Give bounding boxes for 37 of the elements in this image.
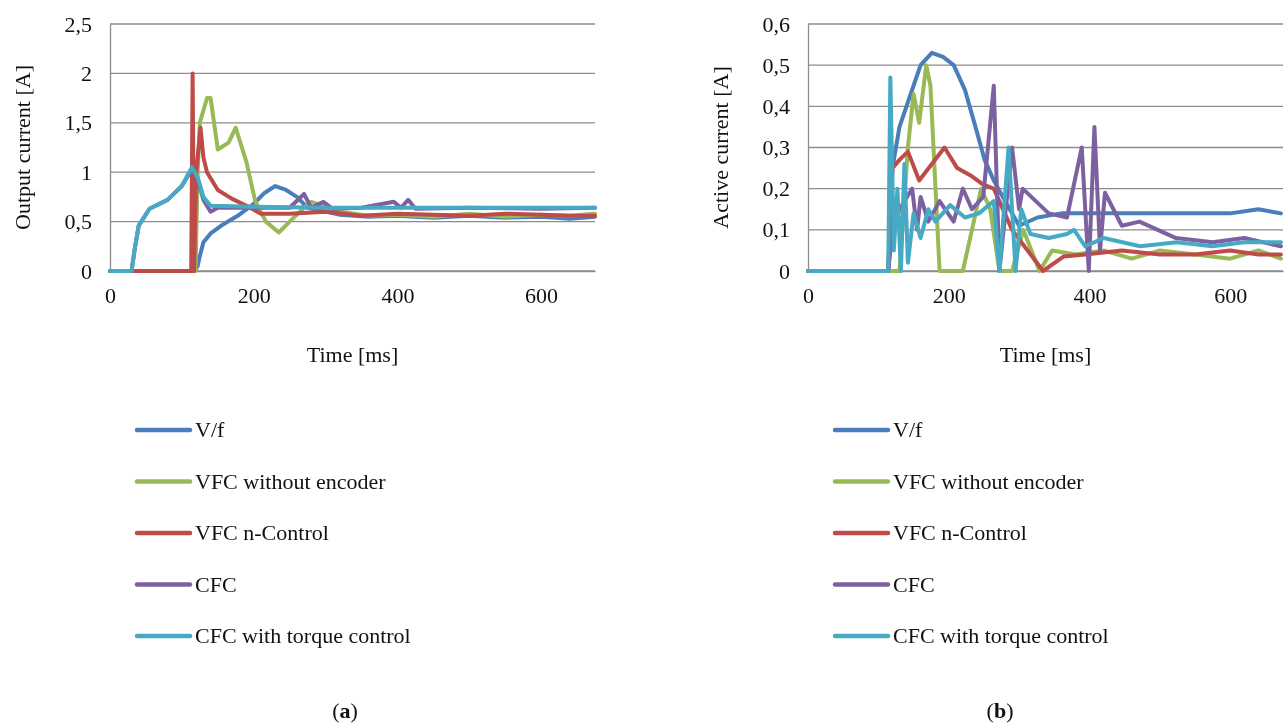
legend-label: CFC with torque control	[195, 623, 411, 648]
x-tick-label: 200	[932, 282, 966, 308]
legend-label: VFC n-Control	[195, 520, 329, 545]
legend-label: CFC with torque control	[893, 623, 1109, 648]
y-tick-label: 0,6	[762, 11, 790, 37]
legend-label: VFC n-Control	[893, 520, 1027, 545]
text: (b)	[986, 698, 1014, 723]
y-tick-label: 0,1	[762, 217, 790, 243]
legend-label: VFC without encoder	[893, 468, 1085, 494]
x-tick-label: 400	[381, 282, 415, 308]
y-tick-label: 0	[81, 258, 92, 284]
legend-label: CFC	[893, 571, 935, 597]
x-tick-label: 200	[237, 282, 271, 308]
x-tick-label: 600	[1214, 282, 1248, 308]
x-tick-label: 600	[525, 282, 559, 308]
legend-label: V/f	[893, 417, 923, 442]
y-tick-label: 1,5	[64, 110, 92, 136]
y-tick-label: 0,2	[762, 176, 790, 202]
y-tick-label: 2	[81, 60, 92, 86]
y-tick-label: 0,4	[762, 93, 790, 119]
y-tick-label: 0,5	[64, 209, 92, 235]
x-tick-label: 0	[803, 282, 814, 308]
y-tick-label: 2,5	[64, 11, 92, 37]
y-tick-label: 0,3	[762, 135, 790, 161]
y-tick-label: 0	[779, 258, 790, 284]
x-tick-label: 400	[1073, 282, 1107, 308]
x-tick-label: 0	[105, 282, 116, 308]
y-tick-label: 0,5	[762, 52, 790, 78]
x-axis-title: Time [ms]	[306, 342, 399, 367]
legend-label: VFC without encoder	[195, 468, 387, 494]
y-axis-title: Output current [A]	[10, 65, 35, 230]
legend-label: CFC	[195, 571, 237, 597]
y-axis-title: Active current [A]	[708, 66, 733, 229]
x-axis-title: Time [ms]	[999, 342, 1092, 367]
text: (a)	[332, 698, 358, 723]
legend-label: V/f	[195, 417, 225, 442]
y-tick-label: 1	[81, 159, 92, 185]
